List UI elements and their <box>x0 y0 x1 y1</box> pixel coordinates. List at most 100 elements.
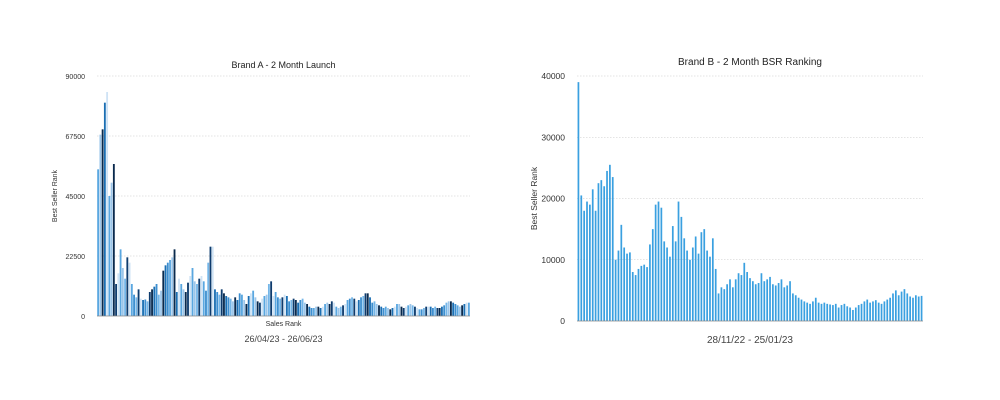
bar <box>99 134 102 316</box>
bar <box>452 302 455 316</box>
bar <box>357 300 360 316</box>
bar <box>189 276 192 316</box>
bar <box>236 300 239 316</box>
bar <box>214 289 216 316</box>
bar <box>774 285 777 321</box>
bar <box>465 302 468 316</box>
bar <box>754 284 757 321</box>
bar <box>834 303 837 321</box>
bar <box>364 293 367 316</box>
bar <box>333 302 335 316</box>
bar <box>117 273 120 316</box>
bar <box>223 293 225 316</box>
bar <box>689 259 691 321</box>
bar <box>711 238 714 321</box>
bar <box>829 304 831 321</box>
bar <box>840 305 843 321</box>
bar <box>629 252 631 321</box>
bar <box>369 297 371 316</box>
y-tick-label: 40000 <box>541 71 565 81</box>
bar <box>191 268 194 316</box>
chart-title: Brand A - 2 Month Launch <box>231 60 335 70</box>
bar <box>97 169 100 316</box>
y-axis-label: Best Seller Rank <box>52 169 59 222</box>
bar <box>299 300 302 316</box>
bar <box>903 289 906 321</box>
bar <box>294 300 297 316</box>
bar <box>820 303 823 321</box>
bar <box>817 302 820 322</box>
bar <box>717 293 720 321</box>
bar <box>714 268 717 321</box>
bar <box>449 301 452 316</box>
bar <box>411 305 414 316</box>
bar <box>407 305 410 316</box>
bar <box>752 281 754 321</box>
bar <box>243 300 246 316</box>
bar <box>786 285 789 321</box>
bar <box>663 241 666 322</box>
bar <box>909 296 911 321</box>
bar <box>153 286 156 316</box>
bar <box>832 305 834 321</box>
bar <box>337 308 340 316</box>
bar <box>139 298 142 316</box>
bar <box>142 300 144 316</box>
bar <box>330 301 333 316</box>
bar <box>731 287 734 321</box>
bar <box>614 259 617 321</box>
bar <box>353 298 356 316</box>
bar <box>766 279 769 321</box>
bar <box>187 282 189 316</box>
bar <box>146 301 149 316</box>
bar <box>326 302 329 316</box>
bar <box>362 296 365 316</box>
bar <box>112 164 115 316</box>
bar <box>700 232 703 321</box>
bar <box>348 298 351 316</box>
bar <box>726 284 728 321</box>
bar <box>344 304 347 316</box>
bar <box>256 301 259 316</box>
bar <box>265 294 268 316</box>
bar <box>447 301 450 316</box>
bar <box>261 298 264 316</box>
bar <box>857 305 860 321</box>
bar <box>427 306 430 316</box>
bar <box>436 308 439 316</box>
bar <box>101 129 104 316</box>
bar <box>342 305 344 316</box>
bar <box>432 308 434 316</box>
bar <box>886 299 889 321</box>
bar <box>458 306 461 316</box>
bar <box>133 294 135 316</box>
bar <box>371 302 374 316</box>
bar <box>135 297 138 316</box>
bar <box>198 278 201 316</box>
bar <box>837 307 840 321</box>
bar <box>103 102 106 316</box>
bar <box>467 302 470 316</box>
bar <box>232 301 234 316</box>
bar <box>703 229 706 322</box>
bar <box>894 290 897 322</box>
y-axis-label: Best Seller Rank <box>529 166 539 230</box>
bar <box>877 302 880 322</box>
bar <box>623 247 626 321</box>
bar <box>148 292 151 316</box>
bar <box>398 304 401 316</box>
bar <box>626 253 628 322</box>
bar <box>229 298 232 316</box>
bar <box>171 257 174 316</box>
bar <box>207 262 210 316</box>
bar <box>783 287 786 321</box>
bar <box>814 297 817 321</box>
bar <box>792 293 794 321</box>
bar <box>276 297 279 316</box>
y-tick-label: 0 <box>560 316 565 326</box>
bar <box>157 294 160 316</box>
bar <box>429 306 432 316</box>
bar <box>178 278 180 316</box>
bar <box>238 293 241 316</box>
